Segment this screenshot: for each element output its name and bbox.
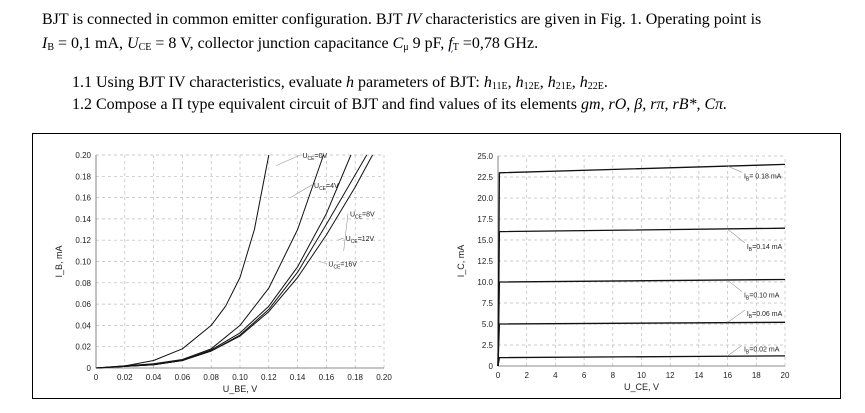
y-tick-label: 20.0 [477, 194, 493, 203]
x-tick-label: 10 [637, 371, 646, 380]
label-leader-line [727, 280, 743, 292]
series-label: UCE=16V [328, 262, 357, 271]
label-leader-line [727, 228, 746, 244]
y-tick-label: 0 [87, 364, 92, 373]
question-1-2: 1.2 Compose a Π type equivalent circuit … [72, 96, 728, 113]
series-line [95, 154, 352, 369]
series-label: IB=0.06 mA [747, 311, 783, 320]
x-tick-label: 0.16 [319, 373, 335, 382]
y-tick-label: 0.20 [75, 151, 91, 160]
y-tick-label: 15.0 [477, 236, 493, 245]
y-axis-label: I_B, mA [54, 245, 64, 277]
series-label: IB=0.02 mA [744, 346, 780, 355]
x-tick-label: 0.14 [290, 373, 306, 382]
label-leader-line [319, 261, 327, 264]
x-tick-label: 14 [694, 371, 703, 380]
y-tick-label: 22.5 [477, 173, 493, 182]
series-label: UCE=12V [346, 236, 375, 245]
x-tick-label: 0.18 [347, 373, 363, 382]
series-label: IB=0.10 mA [744, 293, 780, 302]
y-tick-label: 10.0 [477, 278, 493, 287]
y-tick-label: 17.5 [477, 215, 493, 224]
label-leader-line [275, 154, 301, 166]
x-tick-label: 6 [582, 371, 587, 380]
label-leader-line [290, 184, 313, 198]
x-tick-label: 4 [553, 371, 558, 380]
y-tick-label: 5.0 [482, 320, 494, 329]
y-tick-label: 2.5 [482, 341, 494, 350]
x-tick-label: 0.10 [232, 373, 248, 382]
label-leader-line [727, 345, 743, 357]
x-tick-label: 0 [496, 371, 501, 380]
label-leader-line [727, 165, 743, 173]
label-leader-line [727, 309, 745, 323]
intro-line-2: IB = 0,1 mA, UCE = 8 V, collector juncti… [42, 35, 539, 53]
intro-line-1: BJT is connected in common emitter confi… [42, 11, 762, 28]
h-parameter: h12E [515, 74, 540, 92]
h-parameter: h22E [579, 74, 604, 92]
series-label: IB=0.14 mA [747, 244, 783, 253]
label-leader-line [343, 213, 349, 251]
x-tick-label: 0.04 [146, 373, 162, 382]
series-label: UCE=8V [350, 212, 375, 221]
series-label: UCE=0V [302, 153, 327, 162]
x-tick-label: 8 [611, 371, 616, 380]
series-line [497, 321, 786, 367]
x-axis-label: U_BE, V [223, 384, 258, 394]
x-tick-label: 0.06 [175, 373, 191, 382]
y-tick-label: 0 [489, 362, 494, 371]
y-tick-label: 0.12 [75, 236, 91, 245]
x-tick-label: 18 [752, 371, 761, 380]
x-tick-label: 16 [723, 371, 732, 380]
y-tick-label: 0.14 [75, 215, 91, 224]
series-line [95, 154, 324, 369]
figure-1: 0 0.02 0.04 0.06 0.08 0.10 0.12 0.14 0.16 0.18 0.2… [32, 133, 841, 399]
series-line [497, 355, 786, 367]
y-tick-label: 0.16 [75, 194, 91, 203]
y-tick-label: 0.02 [75, 343, 91, 352]
series-label: IB= 0.18 mA [744, 173, 782, 182]
x-tick-label: 12 [666, 371, 675, 380]
y-tick-label: 0.10 [75, 258, 91, 267]
series-label: UCE=4V [314, 183, 339, 192]
x-tick-label: 20 [781, 371, 790, 380]
y-tick-label: 0.18 [75, 172, 91, 181]
y-tick-label: 7.5 [482, 299, 494, 308]
iv-characteristics-charts: 0 0.02 0.04 0.06 0.08 0.10 0.12 0.14 0.16 0.18 0.2… [54, 151, 790, 394]
x-tick-label: 0.08 [203, 373, 219, 382]
x-tick-label: 0.12 [261, 373, 277, 382]
x-tick-label: 0.02 [117, 373, 133, 382]
x-tick-label: 0.20 [376, 373, 392, 382]
y-axis-label: I_C, mA [456, 245, 466, 278]
h-parameter: h11E [483, 74, 508, 92]
y-tick-label: 12.5 [477, 257, 493, 266]
series-line [95, 154, 270, 369]
x-tick-label: 2 [524, 371, 529, 380]
y-tick-label: 0.04 [75, 321, 91, 330]
y-tick-label: 0.06 [75, 300, 91, 309]
h-parameter: h21E [547, 74, 572, 92]
x-axis-label: U_CE, V [624, 382, 659, 392]
y-tick-label: 0.08 [75, 279, 91, 288]
question-1-1: 1.1 Using BJT IV characteristics, evalua… [72, 74, 608, 92]
label-leader-line [337, 237, 344, 241]
x-tick-label: 0 [94, 373, 99, 382]
y-tick-label: 25.0 [477, 152, 493, 161]
